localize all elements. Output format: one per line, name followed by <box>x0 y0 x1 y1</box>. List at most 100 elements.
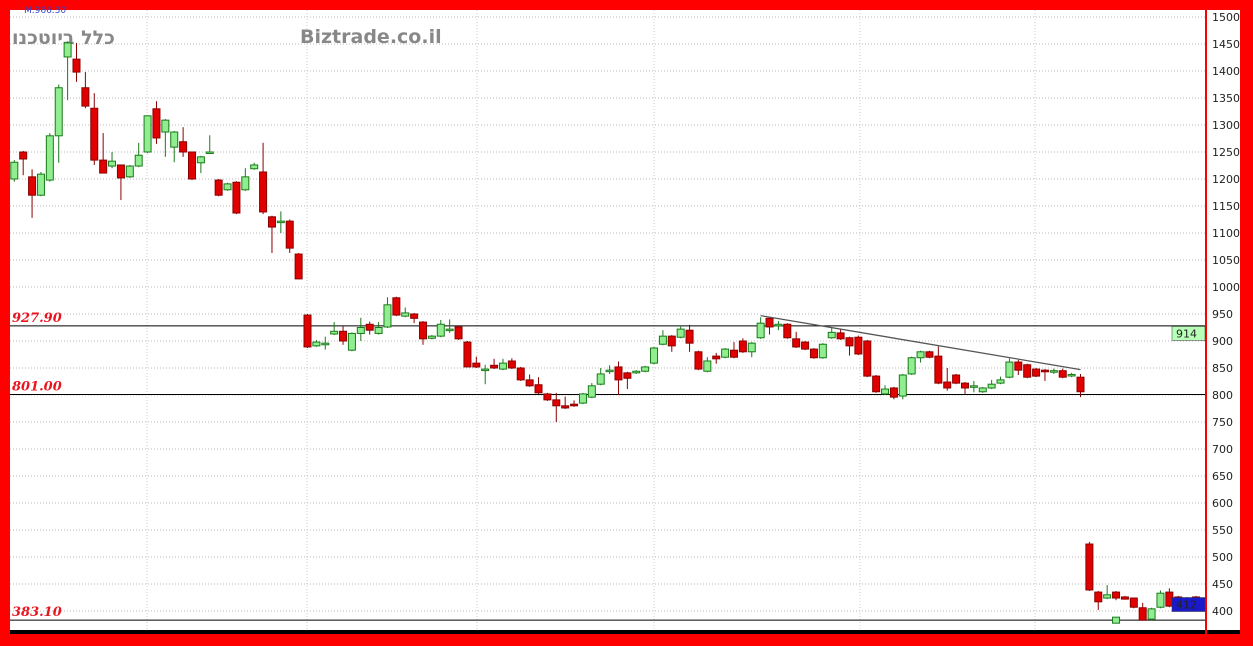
candle <box>756 322 765 339</box>
x-axis-strip <box>10 630 1240 634</box>
candle <box>1094 591 1103 603</box>
candle <box>676 328 685 338</box>
candle <box>738 340 747 353</box>
candle <box>969 385 978 388</box>
price-tag <box>1171 326 1206 341</box>
candle <box>1014 361 1023 371</box>
candle <box>1156 592 1165 608</box>
candle <box>259 171 268 213</box>
candle <box>365 323 374 331</box>
candle <box>54 87 63 137</box>
candle <box>667 335 676 347</box>
y-tick-label: 1000 <box>1212 281 1240 294</box>
candle <box>356 327 365 334</box>
candle <box>729 349 738 358</box>
candle <box>152 108 161 139</box>
y-tick-label: 1250 <box>1212 146 1240 159</box>
candle <box>223 183 232 191</box>
candle <box>836 332 845 340</box>
candle <box>45 135 54 181</box>
y-tick-label: 550 <box>1212 524 1233 537</box>
candle <box>907 357 916 375</box>
candle <box>827 331 836 339</box>
candle <box>1032 368 1041 377</box>
y-tick-label: 1150 <box>1212 200 1240 213</box>
candle <box>987 383 996 389</box>
candle <box>507 360 516 369</box>
candle <box>383 304 392 328</box>
candle <box>525 379 534 387</box>
candle <box>1112 591 1121 599</box>
candle <box>436 323 445 337</box>
candles <box>10 41 1201 624</box>
y-tick-label: 1050 <box>1212 254 1240 267</box>
candle <box>427 335 436 339</box>
candle <box>641 366 650 372</box>
y-tick-label: 400 <box>1212 605 1233 618</box>
candle <box>108 160 117 167</box>
candle <box>19 151 28 160</box>
candle <box>1058 370 1067 378</box>
candle <box>170 131 179 148</box>
candle <box>898 374 907 397</box>
candle <box>818 343 827 359</box>
candle <box>330 330 339 335</box>
candle <box>116 164 125 179</box>
candle <box>392 297 401 316</box>
candle <box>339 330 348 342</box>
candle <box>99 159 108 174</box>
candle <box>614 366 623 381</box>
price-tags: 914 412 <box>1171 326 1206 612</box>
trendline-group <box>760 314 1081 371</box>
y-tick-label: 800 <box>1212 389 1233 402</box>
candle <box>1023 364 1032 378</box>
candle <box>472 362 481 368</box>
candle <box>241 176 250 191</box>
candle <box>889 387 898 398</box>
y-axis: 400 450 500 550 600 650 700 750 800 850 900 950 1000… <box>1212 11 1240 618</box>
price-tag-label: 412 <box>1176 599 1197 612</box>
candle <box>1147 608 1156 620</box>
candle <box>445 328 454 332</box>
level-label: 383.10 <box>12 605 62 620</box>
candle <box>845 337 854 347</box>
candle <box>561 405 570 409</box>
candle <box>267 216 276 228</box>
candle <box>552 399 561 407</box>
candle <box>463 341 472 368</box>
candle <box>1067 373 1076 377</box>
y-tick-label: 750 <box>1212 416 1233 429</box>
candle <box>721 348 730 358</box>
candle <box>534 384 543 394</box>
candle <box>650 347 659 364</box>
candle <box>419 321 428 340</box>
candle <box>410 313 419 319</box>
candle <box>712 355 721 360</box>
y-tick-label: 1300 <box>1212 119 1240 132</box>
candle <box>925 351 934 358</box>
y-tick-label: 850 <box>1212 362 1233 375</box>
candle <box>303 314 312 348</box>
plot-background <box>10 10 1240 632</box>
grid <box>10 10 1206 632</box>
candle <box>996 379 1005 384</box>
candle <box>783 323 792 339</box>
low-marker <box>1112 616 1121 624</box>
candle <box>792 338 801 348</box>
y-tick-label: 950 <box>1212 308 1233 321</box>
candle <box>658 335 667 345</box>
candle <box>490 364 499 369</box>
candle <box>605 369 614 373</box>
candle <box>934 355 943 384</box>
candle <box>90 107 99 161</box>
candle <box>543 393 552 401</box>
y-tick-label: 1200 <box>1212 173 1240 186</box>
y-tick-label: 1450 <box>1212 38 1240 51</box>
candle <box>703 360 712 372</box>
candle <box>294 253 303 280</box>
y-tick-label: 600 <box>1212 497 1233 510</box>
candle <box>179 141 188 153</box>
y-tick-label: 650 <box>1212 470 1233 483</box>
